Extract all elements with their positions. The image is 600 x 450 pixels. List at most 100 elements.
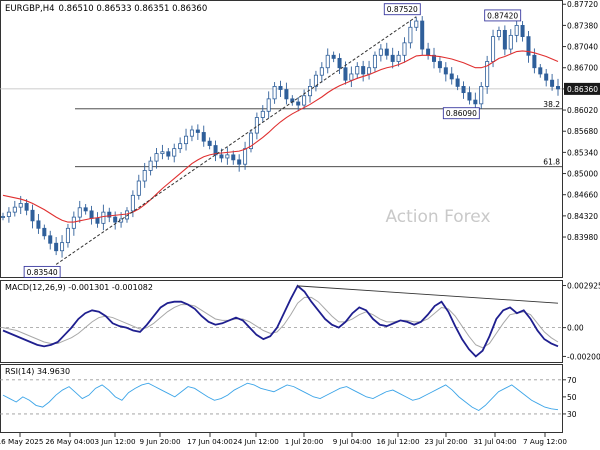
- candle-body: [349, 73, 354, 81]
- current-price-label: 0.86360: [567, 85, 598, 94]
- candle-body: [343, 67, 348, 81]
- time-tick-label: 24 Jun 12:00: [233, 437, 279, 446]
- candle-body: [207, 140, 212, 146]
- candle-body: [491, 36, 496, 62]
- candle-body: [313, 74, 318, 87]
- candle-body: [485, 61, 490, 87]
- candle-body: [302, 95, 307, 106]
- macd-axis: 0.002925 0.00 -0.002002: [562, 282, 600, 361]
- rsi-tick-label: 30: [567, 410, 577, 419]
- candle-body: [396, 54, 401, 62]
- price-tick-label: 0.86020: [567, 106, 598, 115]
- time-axis: 16 May 2025 26 May 04:00 3 Jun 12:00 9 Jun …: [0, 433, 567, 446]
- candle-body: [130, 194, 135, 212]
- candle-body: [24, 203, 29, 211]
- price-annotations: 0.83540 0.87520 0.86090 0.87420: [23, 3, 522, 278]
- candle-body: [372, 54, 377, 69]
- candle-body: [361, 66, 366, 75]
- candle-body: [296, 101, 301, 106]
- candle-body: [502, 29, 507, 50]
- candle-body: [331, 54, 336, 59]
- candle-body: [496, 29, 501, 38]
- candle-body: [160, 151, 165, 155]
- main-panel-frame: [0, 0, 563, 278]
- candle-body: [432, 54, 437, 62]
- candle-body: [42, 227, 47, 237]
- candle-body: [95, 217, 100, 224]
- candle-body: [248, 132, 253, 150]
- candle-body: [113, 216, 118, 223]
- rsi-line: [2, 382, 559, 412]
- candle-body: [213, 145, 218, 156]
- candle-body: [508, 34, 513, 50]
- rsi-tick-label: 50: [567, 393, 577, 402]
- candle-body: [325, 54, 330, 69]
- candle-body: [225, 154, 230, 159]
- candle-body: [526, 36, 531, 56]
- candle-body: [479, 86, 484, 105]
- candle-body: [284, 89, 289, 100]
- candle-body: [184, 135, 189, 145]
- price-tick-label: 0.85000: [567, 170, 598, 179]
- candle-body: [514, 25, 519, 36]
- time-tick-label: 17 Jun 04:00: [187, 437, 233, 446]
- price-annotation-box: [23, 265, 61, 278]
- price-annotation-label: 0.87520: [387, 5, 418, 14]
- candle-body: [178, 143, 183, 150]
- candle-body: [426, 48, 431, 56]
- main-levels: 38.2 61.8: [0, 88, 562, 168]
- fib-level-label: 61.8: [543, 158, 560, 167]
- candle-body: [272, 86, 277, 100]
- candle-body: [89, 210, 94, 219]
- macd-divergence-line: [297, 285, 559, 304]
- price-annotation-box: [442, 107, 480, 120]
- macd-tick-label: -0.002002: [567, 352, 600, 361]
- price-annotation-box: [383, 3, 421, 16]
- candle-body: [266, 98, 271, 112]
- candle-body: [260, 110, 265, 118]
- candle-body: [231, 154, 236, 161]
- candlestick-series: [0, 16, 561, 258]
- candle-body: [367, 67, 372, 75]
- candle-body: [148, 160, 153, 171]
- macd-tick-label: 0.002925: [567, 282, 600, 291]
- candle-body: [65, 227, 70, 244]
- candle-body: [136, 180, 141, 196]
- fib-level-label: 38.2: [543, 100, 560, 109]
- macd-signal-line: [2, 296, 559, 349]
- candle-body: [532, 54, 537, 69]
- time-tick-label: 1 Jul 20:00: [285, 437, 324, 446]
- candle-body: [461, 86, 466, 94]
- symbol-title: EURGBP,H4 0.86510 0.86533 0.86351 0.86360: [5, 4, 207, 14]
- candle-body: [107, 211, 112, 218]
- rsi-axis: 70 50 30: [562, 376, 577, 419]
- candle-body: [219, 154, 224, 159]
- candle-body: [550, 79, 555, 87]
- price-tick-label: 0.83980: [567, 233, 598, 242]
- rsi-panel-frame: [0, 364, 563, 433]
- price-tick-label: 0.87040: [567, 43, 598, 52]
- time-tick-label: 23 Jul 20:00: [424, 437, 468, 446]
- candle-body: [319, 67, 324, 76]
- candle-body: [12, 206, 17, 213]
- price-annotation-label: 0.83540: [27, 268, 58, 277]
- candle-body: [384, 48, 389, 56]
- time-tick-label: 9 Jun 20:00: [139, 437, 181, 446]
- price-tick-label: 0.85340: [567, 148, 598, 157]
- candle-body: [337, 57, 342, 69]
- candle-body: [71, 216, 76, 229]
- macd-tick-label: 0.00: [567, 324, 584, 333]
- candle-body: [355, 66, 360, 75]
- candle-body: [54, 242, 59, 252]
- candle-body: [243, 148, 248, 165]
- price-tick-label: 0.87720: [567, 0, 598, 9]
- price-axis: 0.87720 0.87380 0.87040 0.86700 0.86360 0.860…: [562, 0, 600, 242]
- time-tick-label: 26 May 04:00: [45, 437, 95, 446]
- candle-body: [473, 99, 478, 105]
- macd-panel-frame: [0, 280, 563, 363]
- moving-average-line: [2, 50, 559, 223]
- time-tick-label: 31 Jul 04:00: [473, 437, 517, 446]
- candle-body: [449, 73, 454, 80]
- candle-body: [378, 48, 383, 56]
- candle-body: [402, 42, 407, 56]
